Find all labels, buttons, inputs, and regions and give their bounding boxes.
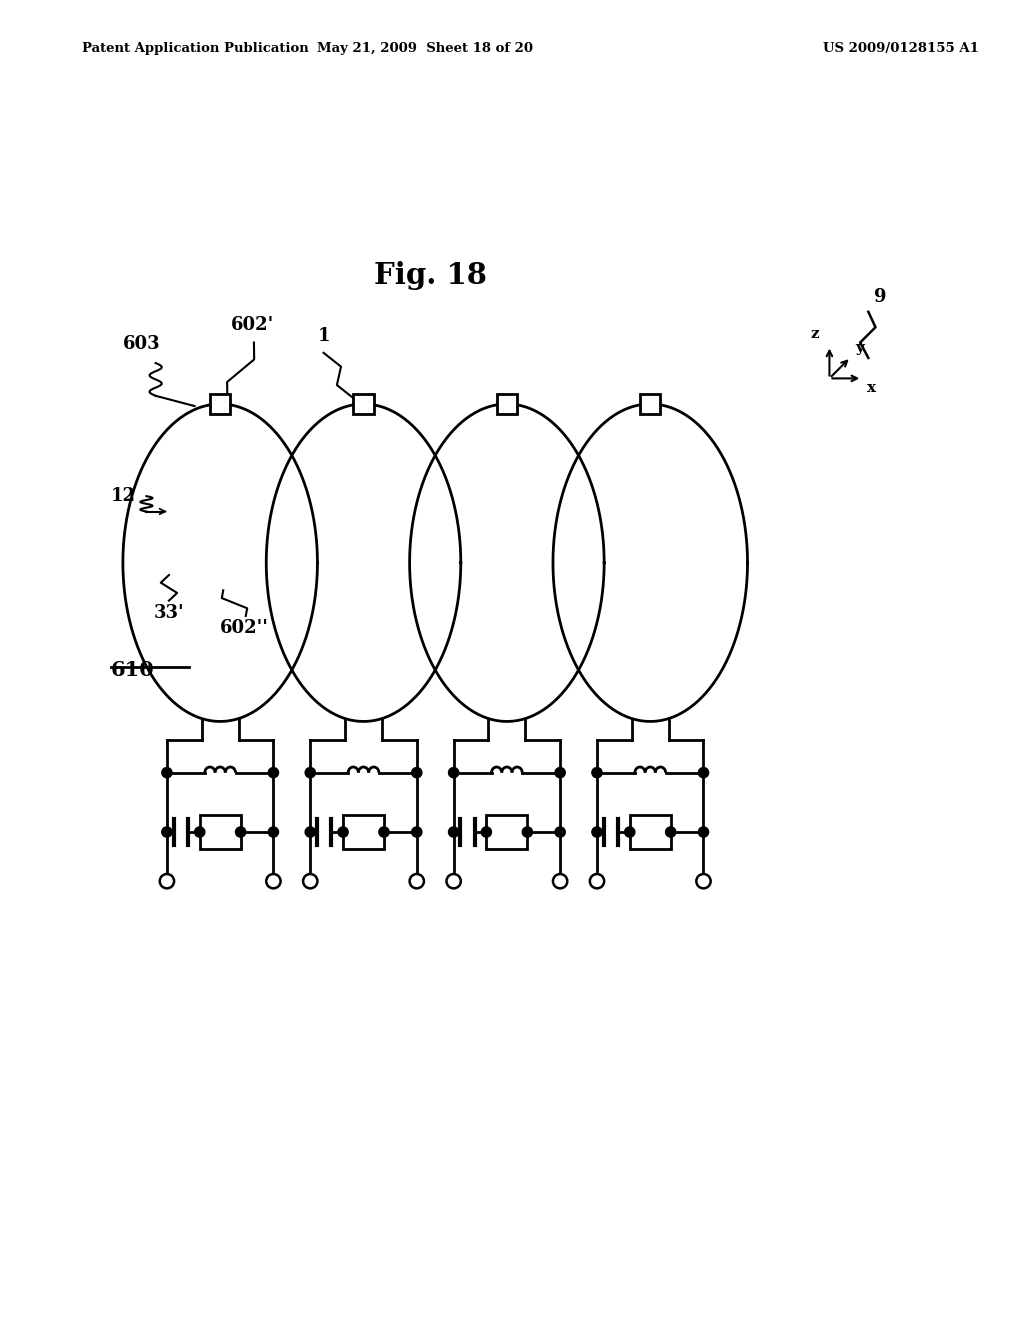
Circle shape: [449, 767, 459, 777]
Text: z: z: [811, 326, 819, 341]
Circle shape: [268, 767, 279, 777]
Circle shape: [305, 767, 315, 777]
Text: 603: 603: [123, 335, 161, 352]
Text: 610: 610: [111, 660, 155, 680]
Bar: [486, 814, 527, 850]
Circle shape: [303, 874, 317, 888]
Circle shape: [698, 826, 709, 837]
Text: y: y: [855, 341, 863, 355]
Text: Patent Application Publication: Patent Application Publication: [82, 42, 308, 55]
Circle shape: [305, 826, 315, 837]
Circle shape: [162, 767, 172, 777]
Circle shape: [555, 767, 565, 777]
Circle shape: [266, 874, 281, 888]
Bar: [630, 814, 671, 850]
Circle shape: [592, 767, 602, 777]
Circle shape: [160, 874, 174, 888]
Circle shape: [410, 874, 424, 888]
Bar: [353, 393, 374, 414]
Circle shape: [449, 826, 459, 837]
Circle shape: [696, 874, 711, 888]
Bar: [210, 393, 230, 414]
Circle shape: [162, 826, 172, 837]
Circle shape: [592, 826, 602, 837]
Text: May 21, 2009  Sheet 18 of 20: May 21, 2009 Sheet 18 of 20: [317, 42, 532, 55]
Bar: [640, 393, 660, 414]
Circle shape: [412, 767, 422, 777]
Circle shape: [698, 767, 709, 777]
Text: Fig. 18: Fig. 18: [374, 261, 486, 290]
Bar: [200, 814, 241, 850]
Text: 33': 33': [154, 603, 184, 622]
Text: 9: 9: [874, 288, 887, 306]
Circle shape: [379, 826, 389, 837]
Circle shape: [625, 826, 635, 837]
Text: 12: 12: [111, 487, 135, 506]
Circle shape: [481, 826, 492, 837]
Circle shape: [195, 826, 205, 837]
Text: 602'': 602'': [220, 619, 269, 638]
Circle shape: [236, 826, 246, 837]
Circle shape: [553, 874, 567, 888]
Text: 602': 602': [230, 317, 273, 334]
Bar: [343, 814, 384, 850]
Circle shape: [666, 826, 676, 837]
Text: 1: 1: [317, 326, 330, 345]
Circle shape: [412, 826, 422, 837]
Text: US 2009/0128155 A1: US 2009/0128155 A1: [823, 42, 979, 55]
Text: x: x: [867, 381, 877, 396]
Circle shape: [268, 826, 279, 837]
Circle shape: [590, 874, 604, 888]
Circle shape: [338, 826, 348, 837]
Circle shape: [522, 826, 532, 837]
Bar: [497, 393, 517, 414]
Circle shape: [446, 874, 461, 888]
Circle shape: [555, 826, 565, 837]
